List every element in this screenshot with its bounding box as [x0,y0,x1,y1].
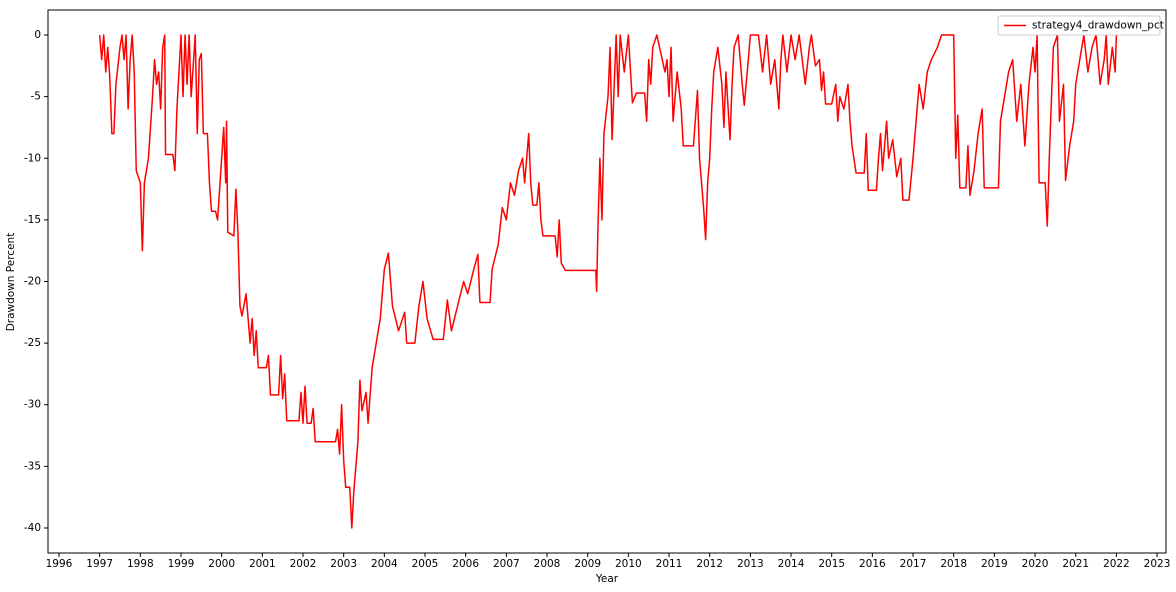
y-tick-label: -40 [24,522,41,534]
x-tick-label: 2019 [981,558,1008,570]
x-tick-label: 2004 [371,558,398,570]
x-tick-label: 2013 [737,558,764,570]
legend-label: strategy4_drawdown_pct [1032,20,1164,32]
x-tick-label: 1998 [127,558,154,570]
x-tick-label: 2011 [656,558,683,570]
y-tick-label: -30 [24,399,41,411]
x-tick-label: 1999 [168,558,195,570]
x-tick-label: 2014 [778,558,805,570]
x-tick-label: 2006 [452,558,479,570]
y-tick-label: -35 [24,460,41,472]
x-tick-label: 2012 [696,558,723,570]
y-tick-label: -25 [24,337,41,349]
y-axis-label: Drawdown Percent [5,233,17,332]
legend-box [997,15,1161,36]
x-tick-label: 2009 [574,558,601,570]
y-tick-label: -15 [24,214,41,226]
x-tick-label: 2008 [534,558,561,570]
line-series [98,34,1118,529]
x-tick-label: 2001 [249,558,276,570]
x-tick-label: 2005 [412,558,439,570]
x-axis-label: Year [595,573,619,585]
x-tick-label: 2007 [493,558,520,570]
x-tick-label: 2022 [1103,558,1130,570]
y-tick-label: -5 [31,91,41,103]
plot-frame [47,9,1167,554]
x-tick-label: 1996 [46,558,73,570]
y-tick-label: 0 [34,29,41,41]
x-tick-label: 1997 [86,558,113,570]
x-tick-label: 2016 [859,558,886,570]
x-tick-label: 2003 [330,558,357,570]
x-tick-label: 2017 [900,558,927,570]
x-tick-label: 2023 [1144,558,1171,570]
x-tick-label: 2018 [940,558,967,570]
x-tick-label: 2020 [1022,558,1049,570]
y-tick-label: -20 [24,276,41,288]
x-tick-label: 2000 [208,558,235,570]
x-tick-label: 2010 [615,558,642,570]
x-tick-label: 2021 [1062,558,1089,570]
y-tick-label: -10 [24,152,41,164]
x-tick-label: 2002 [290,558,317,570]
x-tick-label: 2015 [818,558,845,570]
